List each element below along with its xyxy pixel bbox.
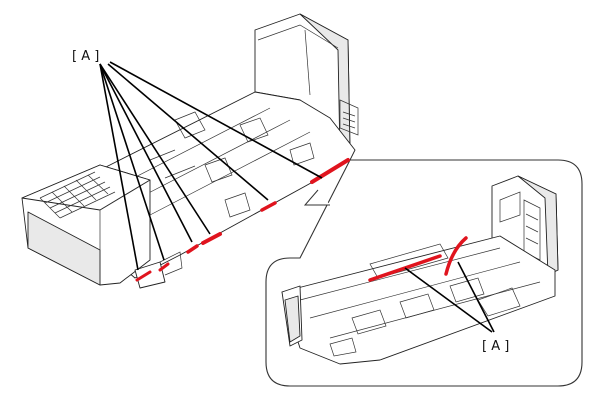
detail-leader-line-1 [404,267,493,333]
leader-line-5 [107,63,269,201]
detail-highlight-mark-2 [444,236,468,276]
detail-callout-label: [ A ] [482,339,509,354]
highlight-mark-5 [260,201,277,212]
highlight-mark-1 [135,270,152,282]
highlight-marks [135,158,468,282]
leader-line-3 [99,63,193,243]
detail-leader-line-2 [457,261,495,333]
highlight-mark-4 [201,232,222,245]
leader-line-1 [99,63,139,271]
leader-line-6 [109,61,323,179]
detail-leader-lines [404,261,495,333]
highlight-mark-2 [158,262,170,272]
main-assembly [21,13,359,289]
main-callout-label: [ A ] [72,49,99,64]
detail-view [265,159,583,387]
highlight-mark-3 [186,244,199,254]
main-leader-lines [99,61,323,271]
leader-line-2 [99,63,165,261]
highlight-mark-6 [310,158,350,184]
leader-line-4 [99,63,211,235]
